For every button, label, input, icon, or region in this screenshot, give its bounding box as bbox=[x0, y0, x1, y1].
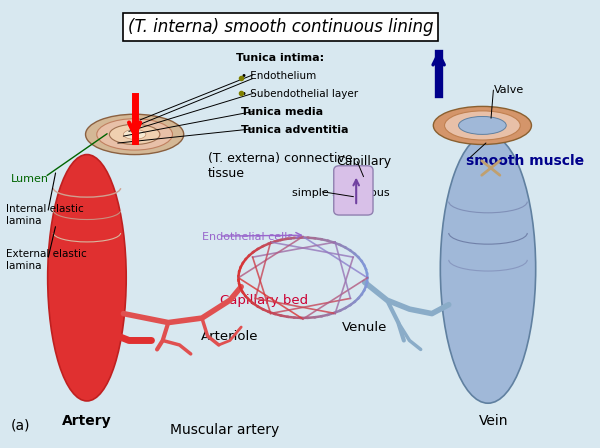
Text: smooth muscle: smooth muscle bbox=[466, 154, 584, 168]
Ellipse shape bbox=[124, 129, 146, 139]
FancyArrowPatch shape bbox=[482, 161, 500, 175]
Text: Capillary: Capillary bbox=[337, 155, 392, 168]
Text: Muscular artery: Muscular artery bbox=[170, 423, 279, 437]
FancyArrowPatch shape bbox=[482, 161, 500, 175]
Ellipse shape bbox=[440, 134, 536, 403]
Text: Vein: Vein bbox=[479, 414, 508, 428]
Text: simple squamous: simple squamous bbox=[292, 188, 389, 198]
Text: Endothelial cells: Endothelial cells bbox=[202, 233, 293, 242]
Text: Capillary bed: Capillary bed bbox=[220, 293, 308, 307]
FancyBboxPatch shape bbox=[334, 166, 373, 215]
Text: Internal elastic
lamina: Internal elastic lamina bbox=[5, 204, 83, 226]
Ellipse shape bbox=[47, 155, 126, 401]
Text: (T. externa) connective
tissue: (T. externa) connective tissue bbox=[208, 152, 352, 180]
Text: Artery: Artery bbox=[62, 414, 112, 428]
Text: Venule: Venule bbox=[342, 320, 387, 334]
Text: Tunica intima:: Tunica intima: bbox=[236, 53, 324, 63]
Ellipse shape bbox=[109, 125, 160, 145]
Text: Valve: Valve bbox=[494, 85, 524, 95]
Text: • Endothelium: • Endothelium bbox=[241, 71, 316, 81]
Text: Lumen: Lumen bbox=[11, 174, 49, 184]
Text: (T. interna) smooth continuous lining: (T. interna) smooth continuous lining bbox=[128, 18, 433, 36]
Text: (a): (a) bbox=[11, 418, 31, 433]
Ellipse shape bbox=[458, 116, 506, 134]
Text: Arteriole: Arteriole bbox=[201, 329, 259, 343]
Text: Tunica media: Tunica media bbox=[241, 107, 323, 117]
Ellipse shape bbox=[86, 114, 184, 155]
Ellipse shape bbox=[335, 170, 371, 197]
Ellipse shape bbox=[433, 107, 532, 145]
Text: External elastic
lamina: External elastic lamina bbox=[5, 249, 86, 271]
Text: Tunica adventitia: Tunica adventitia bbox=[241, 125, 349, 135]
Ellipse shape bbox=[445, 111, 520, 140]
Ellipse shape bbox=[97, 119, 172, 150]
Text: • Subendothelial layer: • Subendothelial layer bbox=[241, 89, 358, 99]
